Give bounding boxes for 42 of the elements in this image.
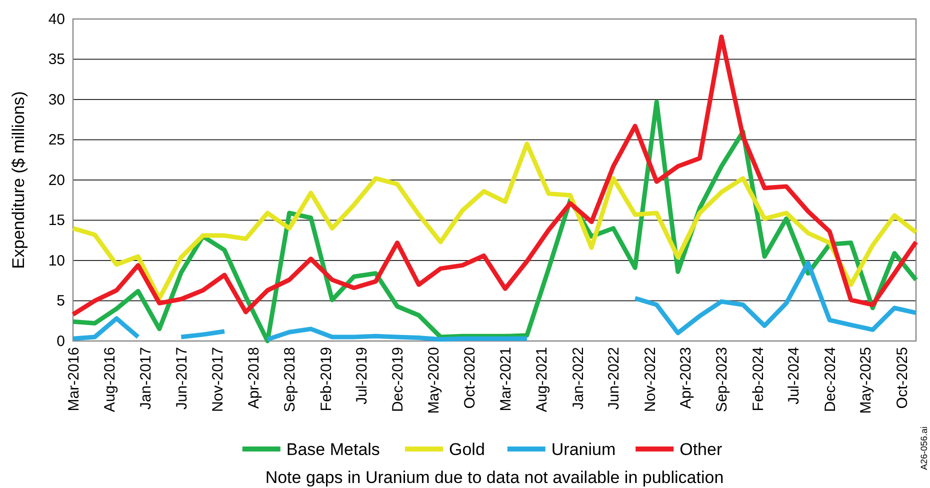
y-tick-label: 10 xyxy=(48,252,65,270)
x-tick-label: Aug-2016 xyxy=(101,347,118,412)
x-tick-label: Sep-2023 xyxy=(714,347,731,412)
x-tick-label: Oct-2020 xyxy=(462,347,479,409)
y-tick-label: 25 xyxy=(48,132,65,149)
x-tick-label: Jun-2022 xyxy=(606,347,623,410)
x-tick-label: Sep-2018 xyxy=(282,347,299,412)
x-tick-label: Jan-2022 xyxy=(570,347,587,410)
x-tick-label: May-2020 xyxy=(425,347,442,414)
y-tick-label: 30 xyxy=(48,91,65,108)
y-tick-label: 35 xyxy=(48,51,65,68)
x-tick-label: Jan-2017 xyxy=(138,347,155,410)
x-tick-label: Dec-2024 xyxy=(822,347,839,412)
x-tick-label: Feb-2019 xyxy=(318,347,335,412)
x-tick-label: Apr-2018 xyxy=(245,347,262,409)
x-tick-label: May-2025 xyxy=(858,347,875,414)
x-tick-label: Nov-2017 xyxy=(210,347,227,412)
text: Note gaps in Uranium due to data not available in publication xyxy=(265,468,724,487)
x-tick-label: Oct-2025 xyxy=(894,347,911,409)
legend-label: Other xyxy=(680,440,722,459)
y-tick-label: 40 xyxy=(48,10,65,28)
legend-label: Gold xyxy=(449,440,485,459)
text: A26-056.ai xyxy=(919,426,929,470)
x-tick-label: Jul-2024 xyxy=(786,347,803,405)
legend-label: Base Metals xyxy=(286,440,380,459)
y-tick-label: 5 xyxy=(56,292,65,310)
x-tick-label: Aug-2021 xyxy=(534,347,551,412)
line-series xyxy=(70,142,918,301)
y-tick-label: 20 xyxy=(48,172,65,189)
x-tick-label: Mar-2021 xyxy=(497,347,514,412)
y-tick-label: 15 xyxy=(48,212,65,230)
y-axis-title: Expenditure ($ millions) xyxy=(9,91,28,269)
x-tick-label: Feb-2024 xyxy=(750,347,767,412)
line-series xyxy=(70,34,918,317)
x-tick-label: Jun-2017 xyxy=(173,347,190,410)
x-tick-label: Apr-2023 xyxy=(678,347,694,409)
y-tick-label: 0 xyxy=(56,332,65,350)
x-tick-label: Jul-2019 xyxy=(353,347,370,405)
x-tick-label: Mar-2016 xyxy=(65,347,82,412)
x-tick-label: Nov-2022 xyxy=(642,347,659,412)
x-tick-label: Dec-2019 xyxy=(389,347,406,412)
legend-label: Uranium xyxy=(551,440,616,459)
